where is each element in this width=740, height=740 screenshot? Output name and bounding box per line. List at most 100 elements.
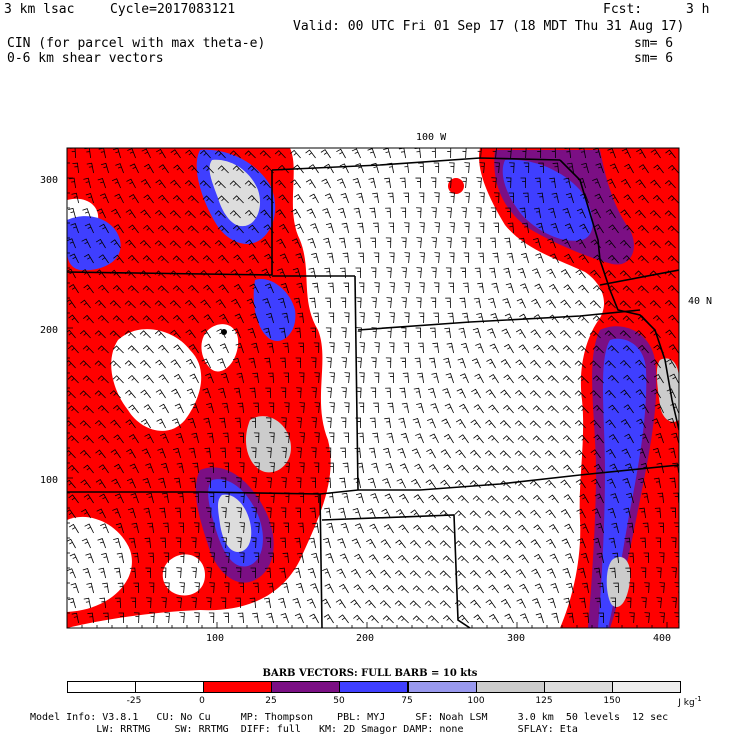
wind-barb — [628, 552, 634, 564]
wind-barb — [457, 585, 469, 594]
wind-barb — [311, 417, 317, 429]
wind-barb — [383, 554, 394, 564]
wind-barb — [251, 477, 257, 489]
wind-barb — [574, 360, 586, 369]
wind-barb — [184, 240, 196, 249]
wind-barb — [170, 179, 181, 189]
wind-barb — [356, 462, 364, 474]
wind-barb — [354, 237, 361, 249]
wind-barb — [244, 150, 256, 159]
wind-barb — [502, 525, 514, 534]
wind-barb — [416, 207, 422, 219]
wind-barb — [473, 434, 484, 444]
wind-barb — [548, 207, 556, 219]
wind-barb — [219, 417, 226, 429]
wind-barb — [385, 237, 392, 249]
wind-barb — [530, 509, 541, 519]
wind-barb — [340, 417, 347, 429]
cbar-tick-75: 75 — [401, 696, 413, 706]
wind-barb — [563, 177, 571, 189]
wind-barb — [622, 255, 634, 264]
wind-barb — [398, 524, 409, 534]
wind-barb — [640, 567, 647, 579]
wind-barb — [111, 208, 121, 219]
wind-barb — [534, 583, 544, 594]
wind-barb — [219, 313, 229, 324]
wind-barb — [130, 493, 139, 504]
wind-barb — [239, 522, 245, 534]
wind-barb — [188, 344, 199, 354]
wind-barb — [576, 508, 586, 519]
wind-barb — [426, 448, 436, 459]
wind-barb — [448, 282, 454, 294]
wind-barb — [547, 375, 559, 384]
wind-barb — [546, 538, 556, 549]
wind-barb — [350, 568, 361, 579]
wind-barb — [94, 390, 106, 399]
wind-barb — [368, 447, 376, 459]
x-tick-300: 300 — [507, 633, 526, 644]
model-info-line-1: Model Info: V3.8.1 CU: No Cu MP: Thompso… — [30, 712, 669, 723]
wind-barb — [440, 449, 451, 459]
wind-barb — [522, 222, 529, 234]
wind-barb — [667, 417, 676, 429]
wind-barb — [500, 359, 511, 369]
wind-barb — [562, 568, 571, 579]
wind-barb — [353, 207, 361, 219]
wind-barb — [500, 598, 511, 609]
wind-barb — [485, 599, 496, 609]
wind-barb — [552, 162, 559, 174]
wind-barb — [176, 567, 182, 579]
wind-barb — [473, 404, 484, 414]
wind-barb — [604, 330, 616, 339]
wind-barb — [325, 477, 331, 489]
wind-barb — [502, 495, 514, 504]
wind-barb — [547, 405, 559, 414]
wind-barb — [323, 537, 331, 549]
wind-barb — [234, 417, 241, 429]
wind-barb — [266, 477, 272, 489]
wind-barb — [265, 387, 271, 399]
wind-barb — [520, 613, 529, 624]
wind-barb — [419, 282, 425, 294]
wind-barb — [484, 540, 496, 549]
wind-barb — [671, 567, 677, 579]
wind-barb — [358, 252, 364, 264]
wind-barb — [280, 387, 287, 399]
wind-barb — [326, 357, 332, 369]
wind-barb — [472, 465, 484, 474]
wind-barb — [446, 207, 452, 219]
wind-barb — [296, 477, 302, 489]
wind-barb — [250, 417, 256, 429]
wind-barb — [668, 314, 679, 324]
wind-barb — [367, 477, 376, 489]
wind-barb — [637, 448, 646, 459]
wind-barb — [170, 149, 181, 159]
wind-barb — [344, 312, 350, 324]
wind-barb — [613, 582, 619, 594]
wind-barb — [251, 342, 259, 354]
wind-barb — [341, 387, 347, 399]
wind-barb — [109, 390, 121, 399]
wind-barb — [659, 582, 665, 594]
wind-barb — [249, 283, 259, 294]
wind-barb — [68, 207, 76, 219]
wind-barb — [515, 569, 526, 579]
wind-barb — [67, 329, 76, 339]
wind-barb — [394, 600, 406, 609]
wind-barb — [664, 210, 676, 219]
wind-barb — [326, 252, 334, 264]
wind-barb — [665, 329, 676, 339]
wind-barb — [514, 450, 526, 459]
wind-barb — [455, 418, 466, 429]
wind-barb — [562, 208, 571, 219]
wind-barb — [326, 387, 332, 399]
wind-barb — [338, 583, 349, 594]
wind-barb — [187, 417, 196, 429]
wind-barb — [670, 507, 676, 519]
wind-barb — [454, 599, 466, 609]
wind-barb — [179, 552, 185, 564]
wind-barb — [71, 612, 79, 624]
wind-barb — [374, 282, 380, 294]
wind-barb — [625, 597, 632, 609]
